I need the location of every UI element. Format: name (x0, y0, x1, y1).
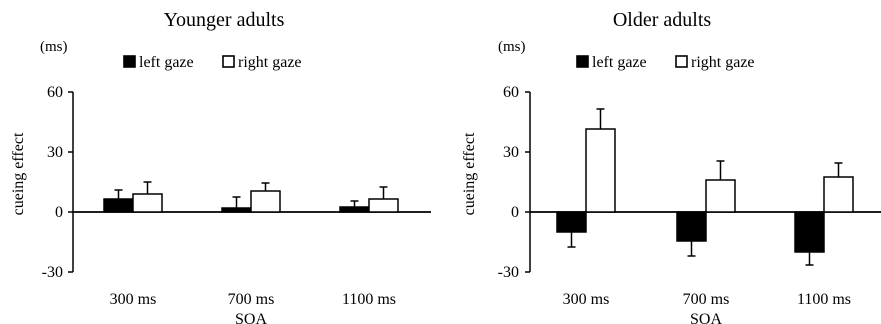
left-legend-swatch-right-gaze (222, 55, 235, 68)
left-legend-label-right-gaze: right gaze (238, 54, 302, 71)
right-y-axis-title: cueing effect (461, 132, 478, 215)
right-legend-label-left-gaze: left gaze (592, 54, 647, 71)
left-y-axis-title: cueing effect (10, 132, 27, 215)
left-legend-swatch-left-gaze (123, 55, 136, 68)
left-chart-title: Younger adults (164, 9, 285, 31)
left-bar-left-gaze (221, 207, 252, 213)
right-y-tick-label: 60 (503, 84, 519, 101)
right-y-tick-label: 0 (511, 204, 519, 221)
left-legend-label-left-gaze: left gaze (139, 54, 194, 71)
right-bar-left-gaze (794, 211, 825, 253)
right-unit-label: (ms) (498, 39, 526, 55)
right-y-tick-label: -30 (498, 264, 519, 281)
right-bar-right-gaze (585, 128, 616, 213)
right-legend-swatch-right-gaze (675, 55, 688, 68)
left-bar-left-gaze (103, 198, 134, 213)
right-category-label: 300 ms (563, 291, 610, 308)
left-category-label: 700 ms (228, 291, 275, 308)
left-xaxis-title: SOA (235, 311, 267, 324)
right-legend-swatch-left-gaze (576, 55, 589, 68)
left-y-tick-label: 60 (47, 84, 63, 101)
left-bar-right-gaze (368, 198, 399, 213)
left-category-label: 300 ms (110, 291, 157, 308)
right-category-label: 700 ms (683, 291, 730, 308)
right-xaxis-title: SOA (690, 311, 722, 324)
right-chart-title: Older adults (613, 9, 712, 31)
left-y-tick-label: -30 (42, 264, 63, 281)
left-bar-right-gaze (132, 193, 163, 213)
right-bar-left-gaze (676, 211, 707, 242)
left-y-tick-label: 30 (47, 144, 63, 161)
right-bar-right-gaze (705, 179, 736, 213)
right-category-label: 1100 ms (797, 291, 851, 308)
right-legend-label-right-gaze: right gaze (691, 54, 755, 71)
left-bar-left-gaze (339, 206, 370, 213)
left-unit-label: (ms) (40, 39, 68, 55)
left-category-label: 1100 ms (342, 291, 396, 308)
left-bar-right-gaze (250, 190, 281, 213)
right-bar-right-gaze (823, 176, 854, 213)
right-bar-left-gaze (556, 211, 587, 233)
right-y-tick-label: 30 (503, 144, 519, 161)
left-y-tick-label: 0 (55, 204, 63, 221)
